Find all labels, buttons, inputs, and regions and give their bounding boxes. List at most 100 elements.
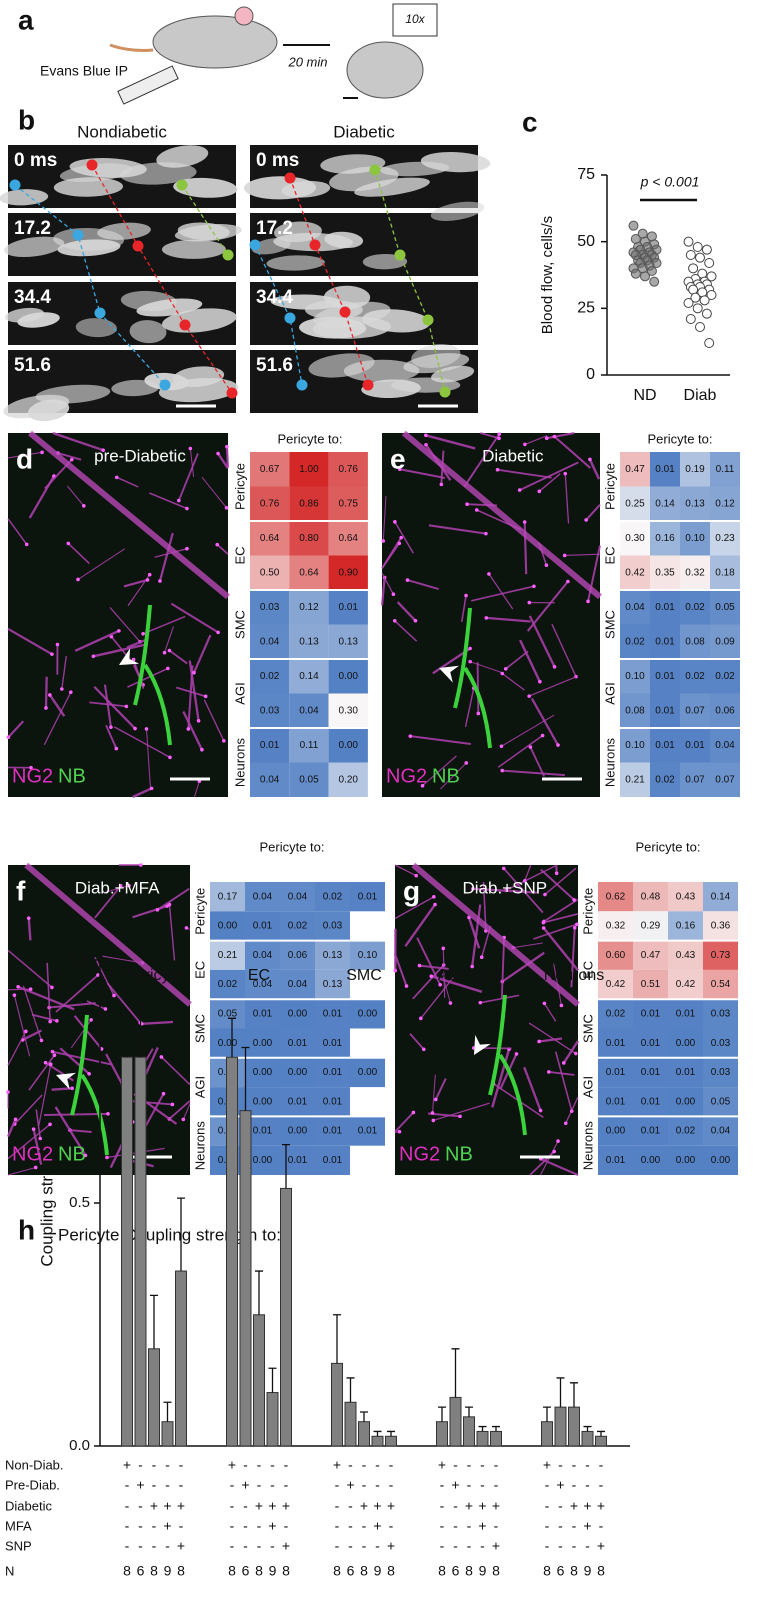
row-label: Neurons — [602, 737, 617, 787]
pericyte — [464, 594, 468, 598]
cell-value: 0.21 — [218, 950, 238, 961]
pericyte — [53, 1053, 57, 1057]
cell-dot — [363, 380, 374, 391]
mouse-ear — [235, 7, 253, 25]
condition-cell: + — [228, 1457, 236, 1473]
x-tick-label: Diab — [684, 387, 717, 404]
pericyte — [542, 921, 546, 925]
condition-cell: 8 — [570, 1563, 578, 1579]
condition-cell: + — [597, 1498, 605, 1514]
cell-value: 0.01 — [641, 1008, 661, 1019]
micrograph — [8, 433, 228, 797]
bar — [542, 1422, 553, 1446]
condition-cell: - — [270, 1538, 275, 1554]
condition-cell: - — [165, 1538, 170, 1554]
pericyte — [89, 1018, 93, 1022]
condition-cell: - — [494, 1477, 499, 1493]
pericyte — [504, 667, 508, 671]
pericyte — [497, 432, 501, 436]
y-tick-label: 25 — [577, 300, 595, 317]
pericyte — [539, 1109, 543, 1113]
pericyte — [584, 518, 588, 522]
bar — [359, 1422, 370, 1446]
pericyte — [485, 616, 489, 620]
cell-dot — [285, 313, 296, 324]
condition-cell: + — [360, 1498, 368, 1514]
bar — [569, 1407, 580, 1446]
condition-cell: + — [123, 1457, 131, 1473]
condition-cell: - — [375, 1457, 380, 1473]
cell-value: 0.29 — [641, 921, 661, 932]
y-axis-label: Blood flow, cells/s — [539, 216, 556, 334]
pericyte — [163, 651, 167, 655]
cell-dot — [310, 240, 321, 251]
cell-value: 0.01 — [655, 636, 675, 647]
pericyte — [545, 436, 549, 440]
frame-label: 34.4 — [14, 287, 51, 308]
cell-value: 0.30 — [625, 533, 645, 544]
cell-value: 0.50 — [260, 567, 280, 578]
condition-cell: 6 — [347, 1563, 355, 1579]
row-label: AGI — [192, 1076, 207, 1098]
condition-cell: + — [451, 1477, 459, 1493]
cell-value: 0.02 — [260, 671, 280, 682]
pericyte — [392, 592, 396, 596]
cell-value: 0.06 — [288, 950, 308, 961]
pericyte — [418, 964, 422, 968]
panel-letter: d — [16, 443, 33, 474]
pericyte — [479, 1001, 483, 1005]
cell-value: 0.02 — [715, 671, 735, 682]
pericyte — [87, 1072, 91, 1076]
condition-cell: - — [480, 1538, 485, 1554]
pericyte — [40, 1039, 44, 1043]
bar — [281, 1188, 292, 1446]
pericyte — [556, 1139, 560, 1143]
condition-cell: + — [241, 1477, 249, 1493]
pericyte — [25, 543, 29, 547]
cell-value: 0.64 — [299, 567, 319, 578]
cell-dot — [250, 240, 261, 251]
pericyte — [432, 895, 436, 899]
cell-value: 0.42 — [625, 567, 645, 578]
pericyte — [13, 993, 17, 997]
condition-cell: 8 — [177, 1563, 185, 1579]
row-label: Neurons — [192, 1121, 207, 1171]
pericyte — [500, 769, 504, 773]
cell-value: 0.01 — [606, 1038, 626, 1049]
pericyte — [547, 1070, 551, 1074]
condition-cell: 9 — [584, 1563, 592, 1579]
condition-cell: - — [375, 1477, 380, 1493]
data-point — [631, 269, 640, 278]
condition-cell: - — [440, 1498, 445, 1514]
condition-cell: - — [599, 1518, 604, 1534]
cell-value: 0.19 — [685, 464, 705, 475]
cell-value: 0.07 — [685, 774, 705, 785]
pericyte — [192, 671, 196, 675]
pericyte — [424, 433, 428, 437]
condition-cell: - — [467, 1477, 472, 1493]
pericyte — [96, 973, 100, 977]
mouse-tail — [110, 45, 153, 50]
condition-cell: 8 — [360, 1563, 368, 1579]
cell-value: 0.01 — [606, 1155, 626, 1166]
cell-value: 0.42 — [606, 979, 626, 990]
cell-dot — [370, 165, 381, 176]
pericyte — [572, 898, 576, 902]
pericyte — [434, 1098, 438, 1102]
cell-value: 0.76 — [260, 498, 280, 509]
pericyte — [553, 435, 557, 439]
pericyte — [171, 1103, 175, 1107]
pericyte — [34, 1166, 38, 1170]
data-point — [702, 245, 711, 254]
condition-cell: - — [467, 1538, 472, 1554]
cell-value: 0.00 — [288, 1008, 308, 1019]
pericyte — [538, 680, 542, 684]
cell-value: 0.10 — [358, 950, 378, 961]
pericyte — [555, 871, 559, 875]
pericyte — [141, 632, 145, 636]
cell-value: 0.00 — [288, 1126, 308, 1137]
vessel — [29, 918, 31, 940]
row-label: AGI — [232, 682, 247, 704]
pericyte — [146, 578, 150, 582]
condition-cell: - — [362, 1457, 367, 1473]
